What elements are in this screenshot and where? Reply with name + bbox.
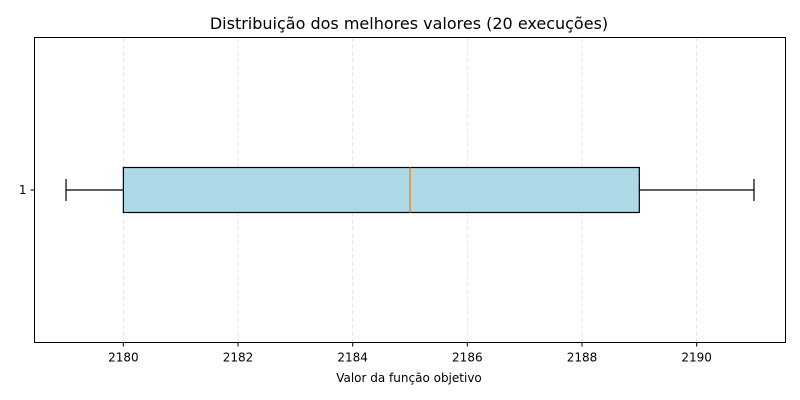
x-tick-label: 2188 (567, 351, 598, 365)
y-axis-ticks: 1 (19, 183, 35, 197)
box-iqr (122, 166, 640, 214)
x-tick-label: 2182 (223, 351, 254, 365)
x-axis-label: Valor da função objetivo (336, 371, 482, 385)
y-tick-label: 1 (19, 183, 27, 197)
x-tick-label: 2186 (452, 351, 483, 365)
x-axis-ticks: 2180 2182 2184 2186 2188 2190 (108, 342, 712, 365)
box-plot-layer (65, 166, 755, 214)
grid-lines (122, 37, 698, 343)
x-tick-label: 2180 (108, 351, 139, 365)
x-tick-label: 2190 (681, 351, 712, 365)
chart-title: Distribuição dos melhores valores (20 ex… (210, 14, 608, 33)
x-tick-label: 2184 (337, 351, 368, 365)
